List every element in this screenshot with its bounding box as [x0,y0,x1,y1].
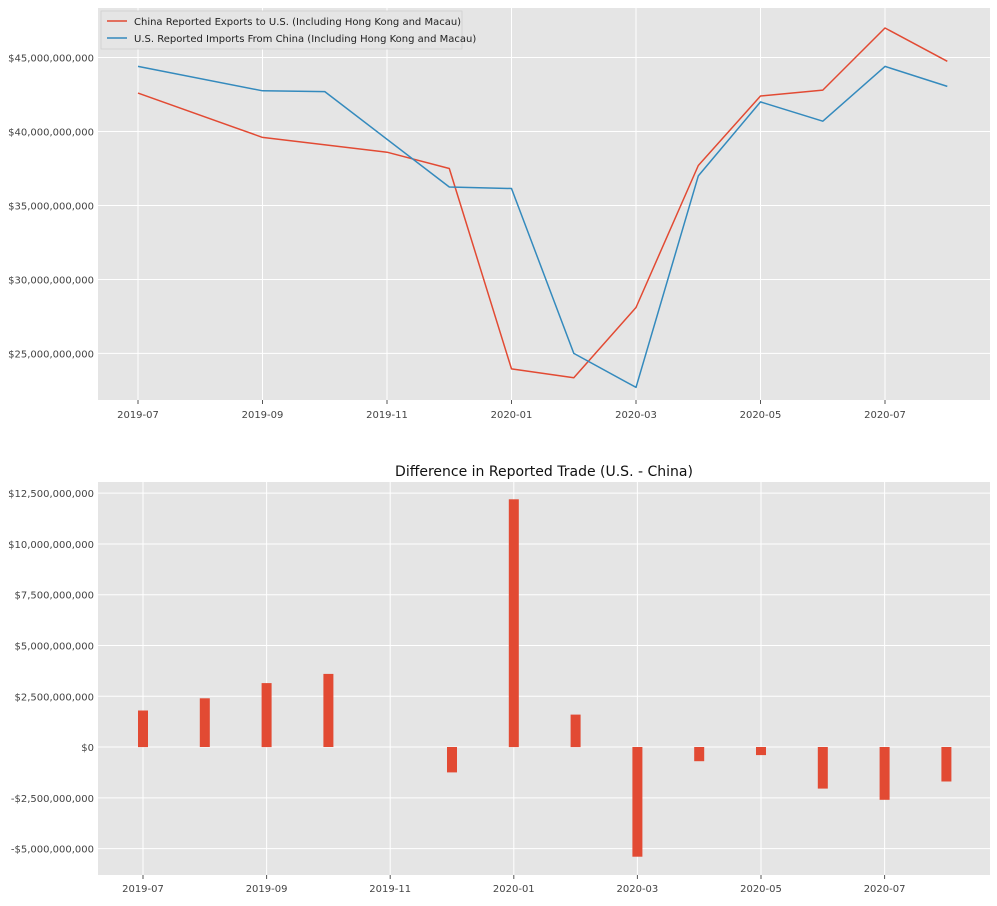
bar-2020-06 [817,747,828,789]
bar-2020-02 [570,714,581,748]
line-chart-x-tick-label: 2019-07 [117,410,159,421]
bar-chart-y-tick-label: $7,500,000,000 [14,591,94,602]
line-chart-x-tick-label: 2019-11 [366,410,408,421]
bar-chart-y-tick-label: -$2,500,000,000 [11,794,94,805]
bar-2019-07 [138,710,148,748]
line-chart-x-tick-label: 2020-03 [615,410,657,421]
bar-chart: Difference in Reported Trade (U.S. - Chi… [8,464,990,895]
line-chart-x-tick-label: 2020-01 [491,410,533,421]
line-chart-x-tick-label: 2019-09 [242,410,284,421]
bar-chart-title: Difference in Reported Trade (U.S. - Chi… [395,464,693,480]
bar-chart-bars [138,499,952,857]
bar-chart-y-tick-label: -$5,000,000,000 [11,845,94,856]
bar-chart-x-tick-label: 2020-01 [493,884,535,895]
line-chart-y-ticks: $25,000,000,000 $30,000,000,000 $35,000,00… [8,54,94,361]
bar-chart-x-tick-label: 2019-11 [369,884,411,895]
bar-chart-x-tick-label: 2020-03 [617,884,659,895]
series-line-us-imports [137,65,948,389]
legend-label-china-exports: China Reported Exports to U.S. (Includin… [134,17,461,28]
bar-2020-04 [694,747,705,762]
bar-2019-10 [323,673,334,747]
line-chart-x-tick-label: 2020-07 [864,410,906,421]
bar-chart-x-tick-label: 2019-07 [122,884,164,895]
bar-chart-plot-area [98,482,990,875]
bar-chart-y-tick-label: $2,500,000,000 [14,692,94,703]
legend-label-us-imports: U.S. Reported Imports From China (Includ… [134,34,476,45]
bar-2020-08 [941,747,952,782]
bar-2020-01 [508,499,519,748]
line-chart-y-tick-label: $45,000,000,000 [8,54,94,65]
bar-2020-07 [879,747,890,800]
legend-box [100,10,463,50]
line-chart-y-tick-label: $25,000,000,000 [8,349,94,360]
bar-chart-y-tick-label: $12,500,000,000 [8,489,94,500]
bar-chart-x-ticks: 2019-07 2019-09 2019-11 2020-01 2020-03 2020-… [122,875,905,895]
bar-chart-x-tick-label: 2020-07 [864,884,906,895]
bar-2019-08 [199,698,210,747]
bar-chart-y-tick-label: $0 [81,743,94,754]
bar-chart-y-ticks: -$5,000,000,000 -$2,500,000,000 $0 $2,500,0… [8,489,94,855]
bar-chart-y-tick-label: $5,000,000,000 [14,641,94,652]
bar-chart-x-tick-label: 2020-05 [740,884,782,895]
bar-2019-09 [261,683,272,748]
series-line-china-exports [137,27,948,379]
bar-2020-05 [756,747,766,756]
line-chart-y-tick-label: $35,000,000,000 [8,201,94,212]
bar-2019-12 [447,747,457,773]
line-chart-plot-area [98,8,990,400]
bar-chart-x-tick-label: 2019-09 [246,884,288,895]
line-chart-x-tick-label: 2020-05 [740,410,782,421]
line-chart-y-tick-label: $30,000,000,000 [8,275,94,286]
line-chart: $25,000,000,000 $30,000,000,000 $35,000,00… [8,8,990,421]
line-chart-series [137,27,948,389]
bar-2020-03 [632,747,643,857]
bar-chart-y-tick-label: $10,000,000,000 [8,540,94,551]
line-chart-legend: China Reported Exports to U.S. (Includin… [100,10,476,50]
line-chart-y-tick-label: $40,000,000,000 [8,128,94,139]
line-chart-x-ticks: 2019-07 2019-09 2019-11 2020-01 2020-03 2020-… [117,400,906,421]
